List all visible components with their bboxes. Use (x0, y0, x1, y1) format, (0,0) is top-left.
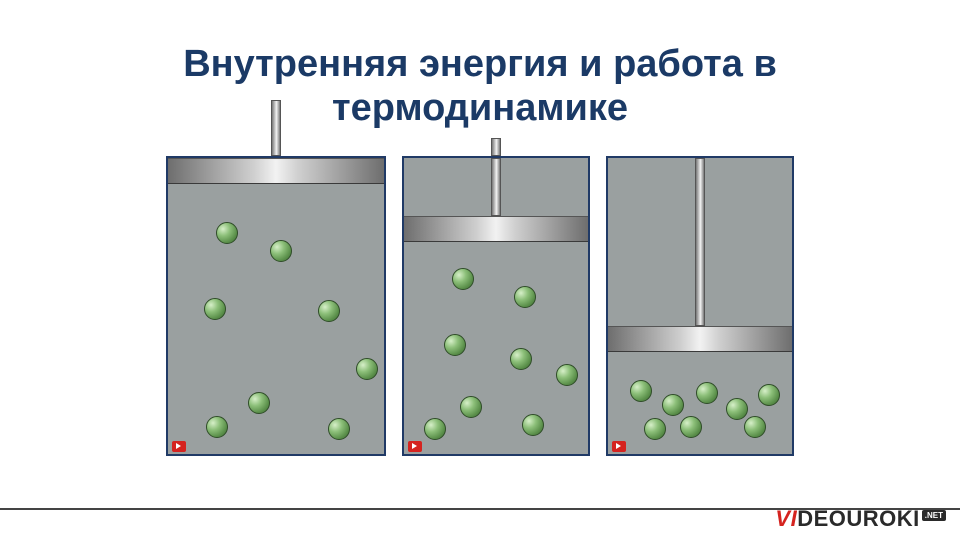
piston-rod-external (271, 100, 281, 156)
gas-particle (680, 416, 702, 438)
gas-particle (204, 298, 226, 320)
logo-vi: VI (775, 506, 797, 531)
cylinder-1 (166, 156, 386, 456)
title-line-1: Внутренняя энергия и работа в (183, 43, 777, 85)
gas-particle (206, 416, 228, 438)
play-icon (172, 441, 186, 452)
piston (404, 216, 588, 242)
cylinder-row (0, 156, 960, 456)
gas-particle (514, 286, 536, 308)
logo-rest: DEOUROKI (797, 506, 920, 531)
gas-particle (758, 384, 780, 406)
gas-particle (328, 418, 350, 440)
gas-particle (460, 396, 482, 418)
piston-rod-external (491, 138, 501, 156)
gas-particle (510, 348, 532, 370)
gas-particle (444, 334, 466, 356)
piston (168, 158, 384, 184)
gas-particle (270, 240, 292, 262)
cylinder-2 (402, 156, 590, 456)
play-icon (612, 441, 626, 452)
gas-particle (522, 414, 544, 436)
footer-logo: VIDEOUROKI.NET (775, 506, 946, 532)
gas-particle (662, 394, 684, 416)
piston (608, 326, 792, 352)
play-icon (408, 441, 422, 452)
gas-particle (744, 416, 766, 438)
gas-particle (424, 418, 446, 440)
piston-rod (695, 158, 705, 326)
cylinder-3 (606, 156, 794, 456)
gas-particle (630, 380, 652, 402)
gas-particle (356, 358, 378, 380)
gas-particle (452, 268, 474, 290)
title-line-2: термодинамике (332, 87, 628, 129)
gas-particle (644, 418, 666, 440)
gas-particle (318, 300, 340, 322)
gas-particle (696, 382, 718, 404)
gas-particle (726, 398, 748, 420)
gas-particle (216, 222, 238, 244)
gas-particle (248, 392, 270, 414)
logo-net: .NET (922, 510, 946, 521)
gas-particle (556, 364, 578, 386)
piston-rod (491, 158, 501, 216)
page-title: Внутренняя энергия и работа в термодинам… (0, 25, 960, 130)
